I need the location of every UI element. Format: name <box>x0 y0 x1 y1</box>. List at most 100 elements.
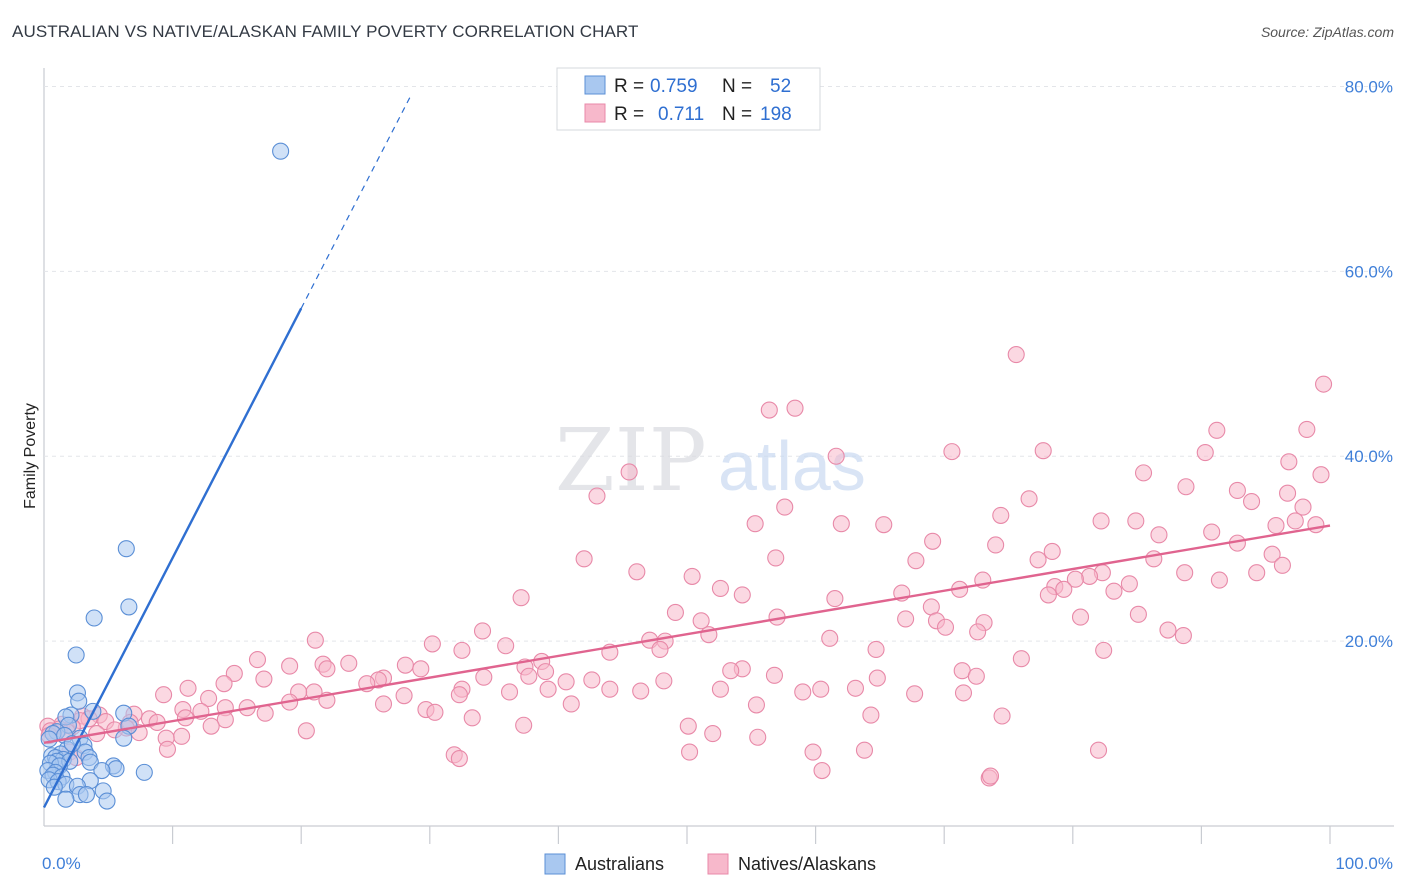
data-point <box>1286 512 1304 530</box>
data-point <box>256 704 274 722</box>
data-point <box>1020 490 1038 508</box>
data-point <box>520 667 538 685</box>
data-point <box>588 487 606 505</box>
data-point <box>992 506 1010 524</box>
data-point <box>536 663 555 681</box>
data-point <box>765 666 783 684</box>
data-point <box>733 586 751 604</box>
data-point <box>1315 375 1333 393</box>
natives-alaskans-points <box>39 346 1333 787</box>
legend-r-label-1: R = <box>614 76 644 97</box>
data-point <box>426 703 444 721</box>
data-point <box>453 641 471 659</box>
data-point <box>248 651 267 669</box>
watermark-zip: ZIP <box>555 411 707 511</box>
bottom-legend-label-australians[interactable]: Australians <box>575 854 664 874</box>
data-point <box>704 725 722 743</box>
data-point <box>281 657 299 675</box>
data-point <box>158 740 177 758</box>
data-point <box>1273 556 1291 574</box>
data-point <box>936 618 955 636</box>
data-point <box>450 686 468 704</box>
data-point <box>575 550 593 568</box>
bottom-legend: Australians Natives/Alaskans <box>544 853 876 875</box>
data-point <box>1243 492 1261 511</box>
data-point <box>683 567 701 585</box>
data-point <box>512 589 530 607</box>
data-point <box>967 667 985 685</box>
data-point <box>813 761 831 780</box>
data-point <box>557 673 575 691</box>
data-point <box>827 447 845 465</box>
data-point <box>987 536 1005 554</box>
data-point <box>1174 627 1192 645</box>
data-point <box>821 629 839 647</box>
data-point <box>776 498 794 516</box>
data-point <box>81 753 99 771</box>
data-point <box>155 686 173 704</box>
data-point <box>297 722 315 740</box>
bottom-legend-swatch-natives[interactable] <box>707 853 729 875</box>
source-credit: Source: ZipAtlas.com <box>1260 24 1394 40</box>
data-point <box>423 635 441 653</box>
data-point <box>1127 512 1145 530</box>
legend-swatch-australians <box>584 75 606 95</box>
data-point <box>943 443 961 461</box>
data-point <box>855 741 874 759</box>
data-point <box>473 622 492 640</box>
data-point <box>1080 567 1099 585</box>
data-point <box>1092 512 1110 530</box>
data-point <box>450 749 468 768</box>
legend-n-value-2: 198 <box>760 104 792 125</box>
data-point <box>318 660 336 678</box>
data-point <box>107 760 125 778</box>
bottom-legend-label-natives[interactable]: Natives/Alaskans <box>738 854 876 874</box>
data-point <box>906 685 924 703</box>
x-tick-label-min: 0.0% <box>42 854 81 873</box>
y-tick-label: 80.0% <box>1345 77 1393 96</box>
data-point <box>1176 564 1194 582</box>
data-point <box>1177 478 1195 496</box>
data-point <box>173 727 191 745</box>
data-point <box>1208 421 1226 439</box>
data-point <box>1105 582 1123 600</box>
data-point <box>812 680 830 698</box>
legend-n-label-2: N = <box>722 104 752 125</box>
data-point <box>681 743 699 761</box>
data-point <box>85 609 103 627</box>
data-point <box>747 696 765 714</box>
data-point <box>1312 466 1330 484</box>
data-point <box>1298 420 1316 438</box>
data-point <box>954 684 973 702</box>
data-point <box>1279 484 1297 502</box>
data-point <box>225 664 243 683</box>
data-point <box>1280 453 1298 471</box>
data-point <box>200 689 218 707</box>
x-tick-label-max: 100.0% <box>1335 854 1393 873</box>
data-point <box>760 401 778 419</box>
legend-r-label-2: R = <box>614 104 644 125</box>
data-point <box>1294 498 1312 516</box>
bottom-legend-swatch-australians[interactable] <box>544 853 566 875</box>
data-point <box>862 706 880 724</box>
data-point <box>93 761 111 780</box>
y-tick-label: 60.0% <box>1345 262 1393 281</box>
data-point <box>679 717 697 735</box>
data-point <box>1012 650 1030 668</box>
data-point <box>666 603 684 622</box>
chart-title: AUSTRALIAN VS NATIVE/ALASKAN FAMILY POVE… <box>12 22 639 41</box>
data-point <box>306 631 324 649</box>
data-point <box>500 683 519 701</box>
data-point <box>395 687 413 705</box>
data-point <box>463 709 481 727</box>
y-axis-title: Family Poverty <box>22 403 39 509</box>
data-point <box>651 640 669 658</box>
data-point <box>67 646 85 664</box>
y-tick-label: 20.0% <box>1345 632 1393 651</box>
data-point <box>875 516 893 534</box>
data-point <box>497 637 515 655</box>
data-point <box>215 675 233 693</box>
australians-points <box>39 142 290 810</box>
data-point <box>77 786 95 804</box>
